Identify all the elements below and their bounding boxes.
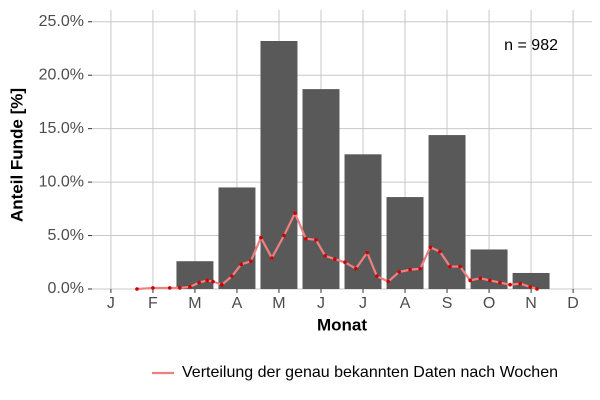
week-point	[211, 279, 215, 284]
x-tick-label: O	[483, 295, 495, 312]
week-point	[386, 279, 391, 284]
x-tick-label: J	[317, 295, 325, 312]
week-point	[518, 281, 522, 286]
legend-label: Verteilung der genau bekannten Daten nac…	[182, 364, 558, 381]
bar	[386, 197, 424, 289]
week-point	[282, 233, 286, 238]
x-tick-label: J	[107, 295, 115, 312]
week-point	[259, 235, 263, 240]
week-point	[408, 267, 412, 272]
week-point	[293, 211, 297, 215]
y-tick-label: 0.0%	[48, 280, 84, 297]
week-point	[448, 264, 452, 269]
week-point	[151, 286, 155, 290]
week-point	[220, 282, 224, 287]
week-point	[270, 256, 274, 260]
bar	[302, 89, 340, 289]
week-point	[535, 287, 539, 291]
y-tick-label: 10.0%	[39, 173, 84, 190]
y-tick-label: 15.0%	[39, 120, 84, 137]
week-point	[333, 257, 337, 261]
week-point	[135, 287, 139, 291]
bar	[260, 41, 298, 289]
week-point	[478, 276, 483, 281]
y-tick-label: 20.0%	[39, 66, 84, 83]
week-point	[188, 285, 192, 289]
week-point	[343, 260, 347, 265]
x-tick-label: M	[188, 295, 201, 312]
y-axis-title: Anteil Funde [%]	[7, 88, 26, 222]
week-point	[468, 278, 472, 283]
y-tick-label: 5.0%	[48, 227, 84, 244]
week-point	[528, 285, 533, 289]
week-point	[323, 254, 327, 258]
bar	[218, 187, 256, 289]
week-point	[197, 280, 201, 285]
week-point	[304, 236, 308, 241]
week-point	[438, 249, 442, 254]
week-point	[249, 259, 253, 264]
week-point	[205, 278, 209, 283]
week-point	[508, 282, 512, 287]
week-point	[167, 286, 172, 290]
x-tick-label: A	[400, 295, 411, 312]
week-point	[488, 278, 492, 283]
week-point	[314, 238, 318, 242]
week-point	[375, 274, 379, 278]
x-axis-title: Monat	[317, 315, 367, 334]
week-point	[397, 270, 401, 274]
x-tick-label: M	[272, 295, 285, 312]
week-point	[428, 245, 433, 250]
week-point	[230, 274, 234, 278]
week-point	[239, 262, 243, 267]
week-point	[365, 250, 370, 255]
bar	[344, 154, 382, 289]
x-tick-label: S	[442, 295, 453, 312]
x-tick-label: F	[148, 295, 158, 312]
week-point	[178, 286, 182, 290]
week-line	[136, 210, 538, 291]
week-point	[458, 264, 462, 269]
week-point	[418, 266, 422, 271]
week-point	[354, 266, 358, 271]
x-tick-label: D	[567, 295, 579, 312]
x-tick-label: A	[232, 295, 243, 312]
x-tick-label: J	[359, 295, 367, 312]
y-tick-label: 25.0%	[39, 13, 84, 30]
week-point	[498, 280, 502, 285]
x-tick-label: N	[525, 295, 537, 312]
